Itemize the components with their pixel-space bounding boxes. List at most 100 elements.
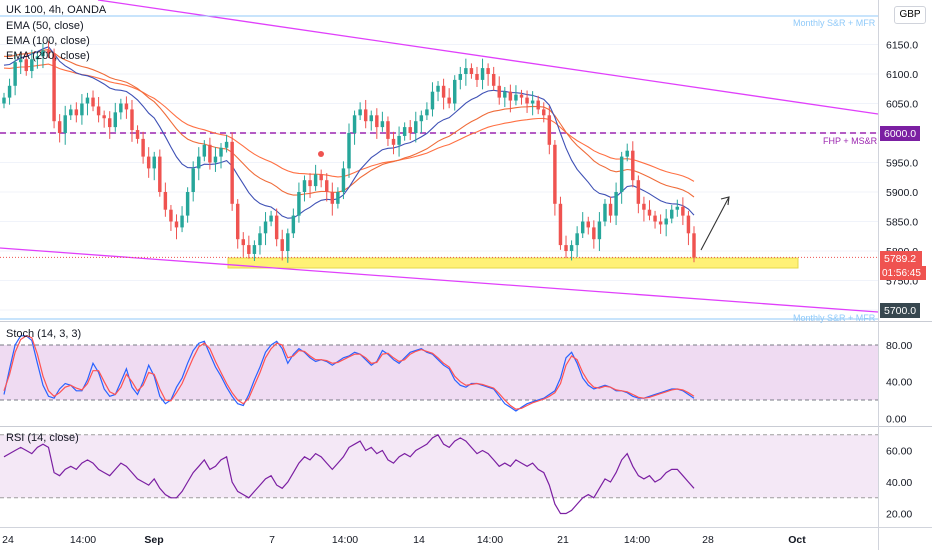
- lower-channel-line[interactable]: [0, 247, 879, 313]
- candle-body: [352, 115, 357, 133]
- candle-body: [480, 68, 485, 80]
- ema100-legend[interactable]: EMA (100, close): [6, 35, 90, 47]
- candle-body: [219, 147, 223, 157]
- candle-body: [491, 74, 496, 86]
- candle-body: [458, 74, 463, 80]
- candle-body: [397, 135, 401, 145]
- candle-body: [241, 239, 245, 246]
- candle-body: [525, 97, 529, 104]
- rsi-line: [3, 433, 695, 515]
- candle-body: [269, 215, 273, 222]
- candle-body: [380, 121, 385, 128]
- candle-body: [7, 85, 12, 98]
- price-tick-label: 6050.0: [886, 99, 918, 111]
- candle-body: [69, 109, 73, 116]
- tag-6000: 6000.0: [880, 126, 920, 141]
- candle-body: [497, 85, 501, 98]
- candle-body: [408, 127, 412, 133]
- candle-body: [447, 97, 451, 104]
- candle-body: [475, 74, 479, 80]
- candle-body: [519, 94, 524, 98]
- candle-body: [163, 192, 168, 210]
- candle-body: [158, 156, 162, 192]
- time-tick-label: 28: [702, 534, 714, 546]
- candle-body: [553, 144, 557, 204]
- candle-body: [647, 209, 652, 216]
- candle-body: [2, 97, 6, 104]
- time-tick-label: Sep: [144, 534, 163, 546]
- candle-body: [436, 85, 440, 92]
- candle-body: [636, 180, 641, 204]
- stoch-title[interactable]: Stoch (14, 3, 3): [6, 328, 81, 340]
- upper-channel-line[interactable]: [97, 0, 879, 115]
- time-tick-label: 7: [269, 534, 275, 546]
- tag-5700-label: 5700.0: [884, 305, 916, 317]
- candle-body: [185, 192, 190, 216]
- projection-arrow[interactable]: [700, 196, 730, 251]
- candle-body: [341, 168, 346, 192]
- candle-body: [174, 221, 179, 228]
- candle-body: [57, 121, 62, 133]
- candle-body: [614, 192, 618, 216]
- time-tick-label: 21: [557, 534, 569, 546]
- ema200-legend[interactable]: EMA (200, close): [6, 50, 90, 62]
- candle-body: [96, 106, 101, 116]
- candle-body: [197, 156, 201, 169]
- signal-dot: [318, 151, 324, 157]
- candle-body: [575, 233, 579, 246]
- candle-body: [564, 245, 568, 251]
- candle-body: [386, 121, 390, 139]
- time-tick-label: Oct: [788, 534, 806, 546]
- candle-body: [642, 203, 646, 210]
- time-tick-label: 14:00: [332, 534, 358, 546]
- support-zone[interactable]: [227, 257, 799, 269]
- candle-body: [74, 109, 79, 116]
- countdown-label: 01:56:45: [882, 268, 921, 279]
- candle-body: [113, 112, 118, 128]
- candle-body: [675, 206, 680, 210]
- candle-body: [453, 79, 457, 104]
- candle-body: [619, 156, 624, 192]
- candle-body: [30, 59, 34, 72]
- candle-body: [208, 144, 212, 163]
- candle-body: [169, 209, 173, 222]
- currency-badge[interactable]: GBP: [894, 6, 926, 24]
- candle-body: [141, 138, 145, 157]
- candle-body: [313, 174, 318, 187]
- candle-body: [274, 215, 279, 240]
- candle-body: [664, 218, 668, 225]
- candle-body: [80, 103, 84, 116]
- candle-body: [280, 239, 284, 251]
- candle-body: [530, 100, 535, 104]
- candle-body: [419, 115, 424, 122]
- tag-5700: 5700.0: [880, 303, 920, 318]
- price-tick-label: 6150.0: [886, 40, 918, 52]
- candle-body: [369, 115, 373, 122]
- candle-body: [302, 180, 307, 192]
- candle-body: [24, 59, 28, 72]
- rsi-title[interactable]: RSI (14, close): [6, 432, 79, 444]
- candle-body: [247, 245, 251, 254]
- candle-body: [46, 50, 51, 54]
- candle-body: [363, 109, 368, 122]
- candle-body: [63, 115, 67, 133]
- candle-body: [358, 109, 362, 116]
- candle-body: [608, 203, 613, 216]
- candle-body: [202, 144, 207, 157]
- candle-body: [425, 109, 429, 116]
- candle-body: [586, 221, 590, 228]
- candle-body: [391, 138, 396, 145]
- candle-body: [224, 141, 229, 148]
- ema50-legend[interactable]: EMA (50, close): [6, 20, 84, 32]
- fhp-label: FHP + MS&R: [823, 136, 878, 146]
- candle-body: [230, 141, 234, 204]
- candle-body: [592, 227, 596, 240]
- symbol-title[interactable]: UK 100, 4h, OANDA: [6, 4, 107, 16]
- candle-body: [41, 50, 45, 57]
- candle-body: [469, 68, 474, 74]
- candle-body: [18, 59, 23, 63]
- price-tick-label: 5950.0: [886, 158, 918, 170]
- candle-body: [146, 156, 151, 169]
- candle-body: [130, 109, 134, 131]
